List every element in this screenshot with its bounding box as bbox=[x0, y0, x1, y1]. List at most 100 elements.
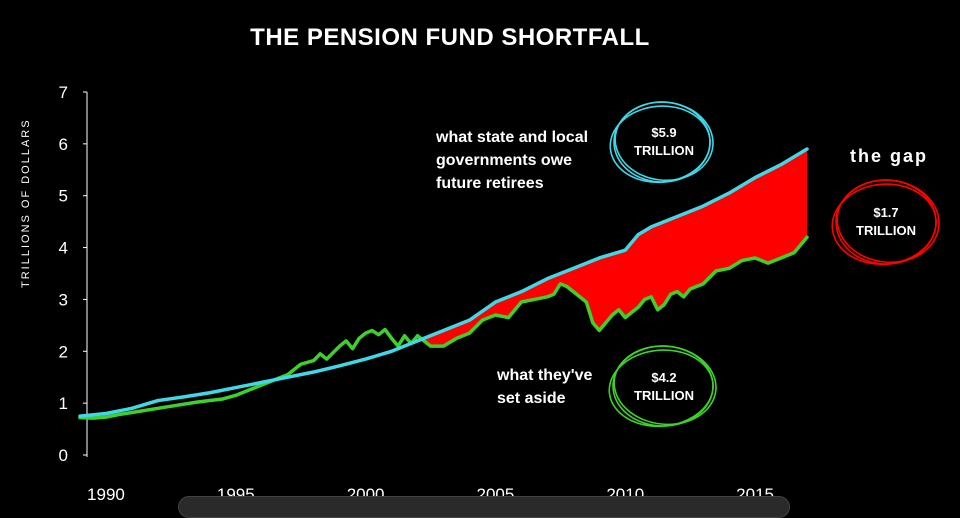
data-point-set_aside bbox=[578, 295, 582, 299]
y-tick-label-7: 7 bbox=[59, 83, 68, 102]
data-point-set_aside bbox=[624, 316, 627, 319]
y-tick-label-1: 1 bbox=[59, 394, 68, 413]
data-point-set_aside bbox=[663, 303, 666, 306]
data-point-set_aside bbox=[104, 415, 108, 419]
data-point-owed bbox=[675, 215, 679, 218]
data-point-set_aside bbox=[455, 337, 458, 340]
data-point-set_aside bbox=[318, 352, 322, 356]
data-point-owed bbox=[260, 381, 263, 384]
data-point-owed bbox=[338, 364, 341, 368]
data-point-set_aside bbox=[344, 339, 348, 343]
data-point-owed bbox=[598, 256, 601, 260]
data-point-set_aside bbox=[559, 282, 562, 286]
data-point-owed bbox=[520, 290, 523, 293]
data-point-set_aside bbox=[383, 328, 387, 331]
data-point-set_aside bbox=[688, 287, 692, 291]
data-point-owed bbox=[637, 233, 640, 236]
data-point-set_aside bbox=[338, 344, 341, 348]
data-point-set_aside bbox=[312, 359, 315, 362]
data-point-set_aside bbox=[195, 400, 199, 404]
data-point-set_aside bbox=[611, 313, 614, 317]
data-point-set_aside bbox=[403, 334, 406, 337]
gap-amount-circle bbox=[831, 183, 937, 266]
data-point-set_aside bbox=[377, 333, 380, 336]
data-point-owed bbox=[805, 147, 809, 151]
data-point-owed bbox=[624, 248, 627, 252]
annotation-circles bbox=[608, 101, 940, 428]
data-point-set_aside bbox=[766, 261, 770, 265]
data-point-set_aside bbox=[656, 308, 659, 311]
data-point-owed bbox=[442, 329, 445, 332]
aside-amount-circle bbox=[608, 349, 714, 428]
data-point-set_aside bbox=[507, 316, 510, 319]
chart-title: THE PENSION FUND SHORTFALL bbox=[250, 24, 650, 51]
gap-annotation: the gap bbox=[850, 146, 929, 166]
data-point-set_aside bbox=[591, 321, 595, 324]
data-point-owed bbox=[494, 300, 497, 304]
gap-area bbox=[417, 149, 808, 347]
data-point-set_aside bbox=[481, 318, 484, 322]
data-point-set_aside bbox=[234, 394, 237, 397]
data-point-owed bbox=[572, 267, 575, 270]
data-point-set_aside bbox=[370, 329, 374, 332]
data-point-set_aside bbox=[650, 295, 653, 299]
data-point-set_aside bbox=[247, 388, 250, 392]
owe-amount-badge: $5.9 TRILLION bbox=[614, 124, 714, 160]
data-point-set_aside bbox=[714, 269, 718, 273]
data-point-set_aside bbox=[598, 329, 601, 332]
data-point-owed bbox=[312, 370, 315, 374]
data-point-set_aside bbox=[727, 267, 731, 270]
owe-amount: $5.9 bbox=[651, 125, 677, 140]
data-point-owed bbox=[650, 225, 653, 229]
data-point-set_aside bbox=[565, 285, 569, 288]
series-layer bbox=[78, 147, 809, 420]
data-point-set_aside bbox=[643, 298, 646, 301]
data-point-owed bbox=[701, 204, 705, 208]
data-point-set_aside bbox=[701, 282, 705, 286]
y-axis-label: TRILLIONS OF DOLLARS bbox=[20, 118, 32, 288]
aside-amount-badge: $4.2 TRILLION bbox=[614, 369, 714, 405]
data-point-set_aside bbox=[617, 308, 620, 311]
data-point-owed bbox=[779, 163, 783, 166]
data-point-set_aside bbox=[221, 397, 225, 401]
data-point-owed bbox=[286, 376, 289, 379]
data-point-owed bbox=[182, 395, 186, 399]
data-point-set_aside bbox=[442, 344, 445, 348]
data-point-owed bbox=[104, 412, 108, 415]
data-point-owed bbox=[208, 391, 212, 394]
data-point-set_aside bbox=[675, 290, 679, 293]
gap-amount-badge: $1.7 TRILLION bbox=[836, 204, 936, 240]
gap-amount-circle bbox=[836, 179, 940, 264]
data-point-set_aside bbox=[429, 344, 432, 348]
gap-unit: TRILLION bbox=[856, 223, 916, 238]
data-point-owed bbox=[546, 277, 549, 280]
data-point-owed bbox=[234, 386, 237, 389]
owe-amount-circle bbox=[614, 101, 714, 182]
data-point-owed bbox=[468, 318, 471, 322]
y-tick-label-2: 2 bbox=[59, 342, 68, 361]
data-point-set_aside bbox=[325, 357, 328, 361]
data-point-set_aside bbox=[779, 256, 783, 260]
data-point-set_aside bbox=[494, 313, 497, 317]
aside-annotation: what they've set aside bbox=[497, 367, 593, 407]
scrollbar-track[interactable] bbox=[178, 496, 790, 518]
data-point-owed bbox=[416, 339, 419, 343]
data-point-set_aside bbox=[669, 293, 672, 296]
data-point-set_aside bbox=[357, 337, 361, 340]
aside-amount-circle bbox=[613, 345, 717, 426]
data-point-owed bbox=[78, 414, 82, 418]
data-point-set_aside bbox=[520, 300, 523, 304]
data-point-set_aside bbox=[740, 259, 744, 262]
data-point-set_aside bbox=[117, 413, 121, 416]
y-tick-label-3: 3 bbox=[59, 290, 68, 309]
data-point-owed bbox=[390, 350, 393, 353]
data-point-set_aside bbox=[286, 373, 289, 376]
data-point-set_aside bbox=[552, 293, 556, 296]
data-point-set_aside bbox=[546, 295, 549, 299]
data-point-set_aside bbox=[604, 321, 607, 324]
data-point-set_aside bbox=[182, 402, 186, 406]
y-tick-label-0: 0 bbox=[59, 446, 68, 465]
data-point-set_aside bbox=[91, 416, 95, 420]
data-point-owed bbox=[156, 399, 160, 402]
